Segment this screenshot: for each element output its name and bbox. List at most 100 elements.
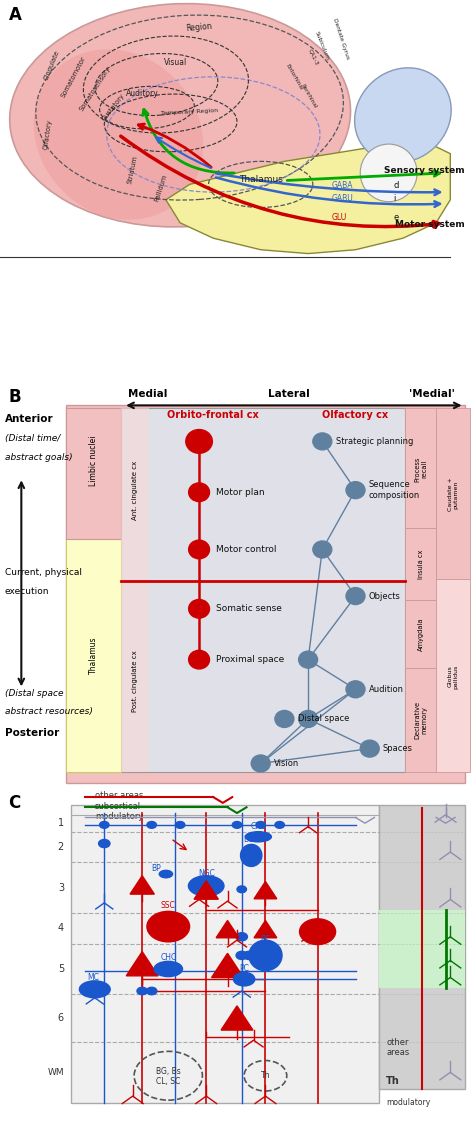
Text: Visual: Visual bbox=[164, 59, 187, 68]
Circle shape bbox=[100, 822, 109, 828]
Text: modulatory: modulatory bbox=[95, 811, 143, 820]
Polygon shape bbox=[254, 881, 277, 898]
Polygon shape bbox=[211, 954, 244, 977]
Ellipse shape bbox=[9, 3, 351, 227]
Text: Auditory: Auditory bbox=[126, 89, 159, 98]
FancyBboxPatch shape bbox=[405, 600, 436, 668]
Text: Caudate +
putamen: Caudate + putamen bbox=[448, 478, 458, 511]
Ellipse shape bbox=[246, 832, 272, 842]
Text: Post. cingulate cx: Post. cingulate cx bbox=[132, 650, 138, 712]
Circle shape bbox=[299, 711, 318, 728]
Ellipse shape bbox=[249, 940, 282, 971]
Polygon shape bbox=[254, 921, 277, 938]
Polygon shape bbox=[221, 1006, 253, 1031]
Ellipse shape bbox=[80, 981, 110, 998]
Text: Cingulate: Cingulate bbox=[44, 50, 61, 81]
Circle shape bbox=[243, 951, 255, 959]
Text: Subiculum: Subiculum bbox=[314, 31, 330, 61]
Circle shape bbox=[189, 540, 210, 559]
Text: abstract goals): abstract goals) bbox=[5, 453, 73, 462]
Text: Temporary Region: Temporary Region bbox=[161, 108, 218, 116]
Text: Thalamus: Thalamus bbox=[89, 636, 98, 675]
Text: Perirhinal: Perirhinal bbox=[299, 82, 317, 110]
Text: Limbic nuclei: Limbic nuclei bbox=[89, 435, 98, 486]
Text: Lateral: Lateral bbox=[268, 389, 310, 399]
Text: Distal space: Distal space bbox=[298, 714, 349, 723]
Text: GABU: GABU bbox=[332, 193, 354, 202]
Text: Th: Th bbox=[261, 1071, 270, 1080]
Text: B: B bbox=[9, 389, 21, 407]
Polygon shape bbox=[126, 951, 158, 976]
Circle shape bbox=[299, 651, 318, 668]
Text: Medial: Medial bbox=[128, 389, 167, 399]
Text: abstract resources): abstract resources) bbox=[5, 707, 92, 716]
Text: 2: 2 bbox=[58, 842, 64, 852]
Text: Posterior: Posterior bbox=[5, 728, 59, 738]
Text: d: d bbox=[393, 181, 399, 190]
Text: execution: execution bbox=[5, 586, 49, 596]
Polygon shape bbox=[130, 876, 155, 894]
Ellipse shape bbox=[241, 844, 262, 867]
Circle shape bbox=[236, 951, 247, 959]
FancyBboxPatch shape bbox=[379, 805, 465, 1089]
Text: Objects: Objects bbox=[369, 592, 401, 600]
Polygon shape bbox=[194, 880, 219, 899]
Text: 5: 5 bbox=[58, 964, 64, 974]
Text: (Distal space: (Distal space bbox=[5, 688, 63, 697]
Text: CHC: CHC bbox=[160, 954, 176, 963]
FancyBboxPatch shape bbox=[121, 408, 149, 772]
Circle shape bbox=[99, 840, 110, 848]
Text: Motor plan: Motor plan bbox=[216, 488, 264, 497]
Text: Declarative
memory: Declarative memory bbox=[414, 701, 427, 739]
Ellipse shape bbox=[154, 962, 182, 976]
Text: Ant. cingulate cx: Ant. cingulate cx bbox=[132, 461, 138, 520]
Circle shape bbox=[147, 911, 190, 942]
Ellipse shape bbox=[360, 144, 417, 201]
Text: Thalamus: Thalamus bbox=[239, 175, 283, 184]
Text: Olfactory: Olfactory bbox=[42, 119, 53, 150]
Circle shape bbox=[275, 822, 284, 828]
Circle shape bbox=[346, 680, 365, 698]
Text: Striatum: Striatum bbox=[127, 155, 138, 184]
Ellipse shape bbox=[234, 972, 255, 985]
Text: CA1-3: CA1-3 bbox=[307, 49, 319, 67]
Text: GABA: GABA bbox=[332, 181, 353, 190]
FancyBboxPatch shape bbox=[405, 529, 436, 600]
FancyBboxPatch shape bbox=[405, 668, 436, 772]
Circle shape bbox=[346, 588, 365, 605]
Circle shape bbox=[189, 599, 210, 618]
Text: (Distal time/: (Distal time/ bbox=[5, 434, 60, 443]
Text: Insula cx: Insula cx bbox=[418, 549, 424, 579]
Text: Process
recall: Process recall bbox=[414, 457, 427, 481]
Circle shape bbox=[300, 919, 336, 945]
Ellipse shape bbox=[159, 870, 173, 878]
Text: Current, physical: Current, physical bbox=[5, 568, 82, 577]
Text: WM: WM bbox=[47, 1068, 64, 1077]
Text: Th: Th bbox=[386, 1076, 400, 1086]
Text: PC: PC bbox=[239, 964, 249, 973]
Circle shape bbox=[175, 822, 185, 828]
Text: Anterior: Anterior bbox=[5, 415, 54, 425]
Circle shape bbox=[232, 822, 242, 828]
Circle shape bbox=[146, 988, 157, 994]
Text: 1: 1 bbox=[58, 818, 64, 828]
Circle shape bbox=[275, 711, 294, 728]
Text: Gustatory: Gustatory bbox=[101, 93, 126, 122]
Text: Entorhinal: Entorhinal bbox=[284, 63, 303, 90]
Circle shape bbox=[360, 740, 379, 757]
Text: e: e bbox=[393, 212, 399, 221]
Circle shape bbox=[189, 483, 210, 502]
Text: Globus
pallidus: Globus pallidus bbox=[448, 664, 458, 689]
Circle shape bbox=[137, 988, 147, 994]
Text: Proximal space: Proximal space bbox=[216, 655, 284, 664]
Text: Motor system: Motor system bbox=[395, 220, 465, 229]
Text: Region: Region bbox=[186, 21, 212, 33]
FancyBboxPatch shape bbox=[66, 406, 465, 783]
Circle shape bbox=[236, 932, 247, 941]
Polygon shape bbox=[216, 921, 239, 938]
Text: CHC: CHC bbox=[250, 822, 266, 831]
Text: BC: BC bbox=[260, 935, 271, 944]
Text: Somatomotor: Somatomotor bbox=[60, 55, 87, 98]
Text: GLU: GLU bbox=[332, 212, 347, 221]
Circle shape bbox=[313, 541, 332, 558]
